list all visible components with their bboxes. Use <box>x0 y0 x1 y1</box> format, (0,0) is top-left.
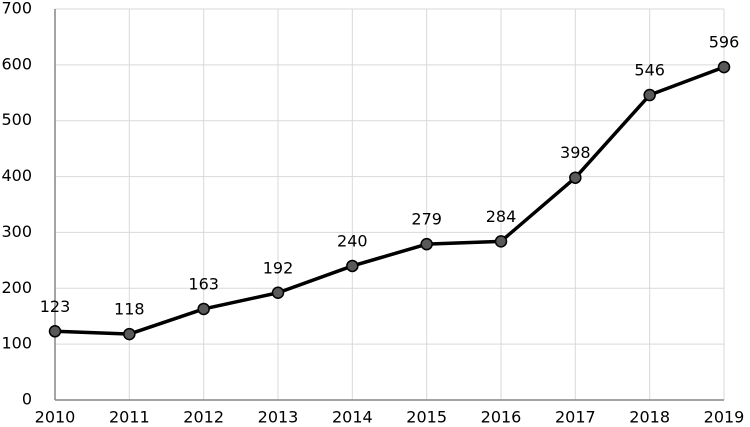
y-tick-label: 0 <box>22 390 32 409</box>
data-label: 546 <box>634 61 665 80</box>
point-marker <box>494 235 508 248</box>
x-tick-label: 2016 <box>481 408 522 427</box>
x-tick-label: 2015 <box>406 408 447 427</box>
y-tick-label: 700 <box>1 0 32 18</box>
point-marker <box>48 325 62 338</box>
point-marker <box>420 237 433 251</box>
x-tick-label: 2011 <box>109 408 150 427</box>
data-label: 192 <box>263 258 294 277</box>
data-label: 279 <box>411 210 442 229</box>
series-line <box>54 65 725 336</box>
x-tick-label: 2018 <box>629 408 670 427</box>
y-tick-label: 100 <box>1 334 32 353</box>
x-tick-label: 2013 <box>258 408 299 427</box>
data-label: 118 <box>114 300 145 319</box>
data-label: 123 <box>40 297 71 316</box>
y-tick-label: 200 <box>1 278 32 297</box>
point-marker <box>346 259 359 273</box>
data-label: 398 <box>560 143 591 162</box>
y-tick-label: 400 <box>1 166 32 185</box>
data-label: 596 <box>709 33 740 52</box>
x-tick-label: 2010 <box>35 408 76 427</box>
x-tick-label: 2012 <box>183 408 224 427</box>
data-label: 163 <box>188 274 219 293</box>
data-label: 284 <box>486 207 517 226</box>
y-tick-label: 600 <box>1 54 32 73</box>
y-tick-label: 500 <box>1 110 32 129</box>
point-marker <box>123 327 136 341</box>
point-marker <box>197 302 210 316</box>
y-tick-label: 300 <box>1 222 32 241</box>
x-tick-label: 2014 <box>332 408 373 427</box>
point-marker <box>643 88 656 102</box>
x-tick-label: 2019 <box>704 408 745 427</box>
x-tick-label: 2017 <box>555 408 596 427</box>
point-marker <box>717 60 731 74</box>
data-label: 240 <box>337 231 368 250</box>
point-marker <box>271 286 285 300</box>
point-marker <box>569 171 582 184</box>
